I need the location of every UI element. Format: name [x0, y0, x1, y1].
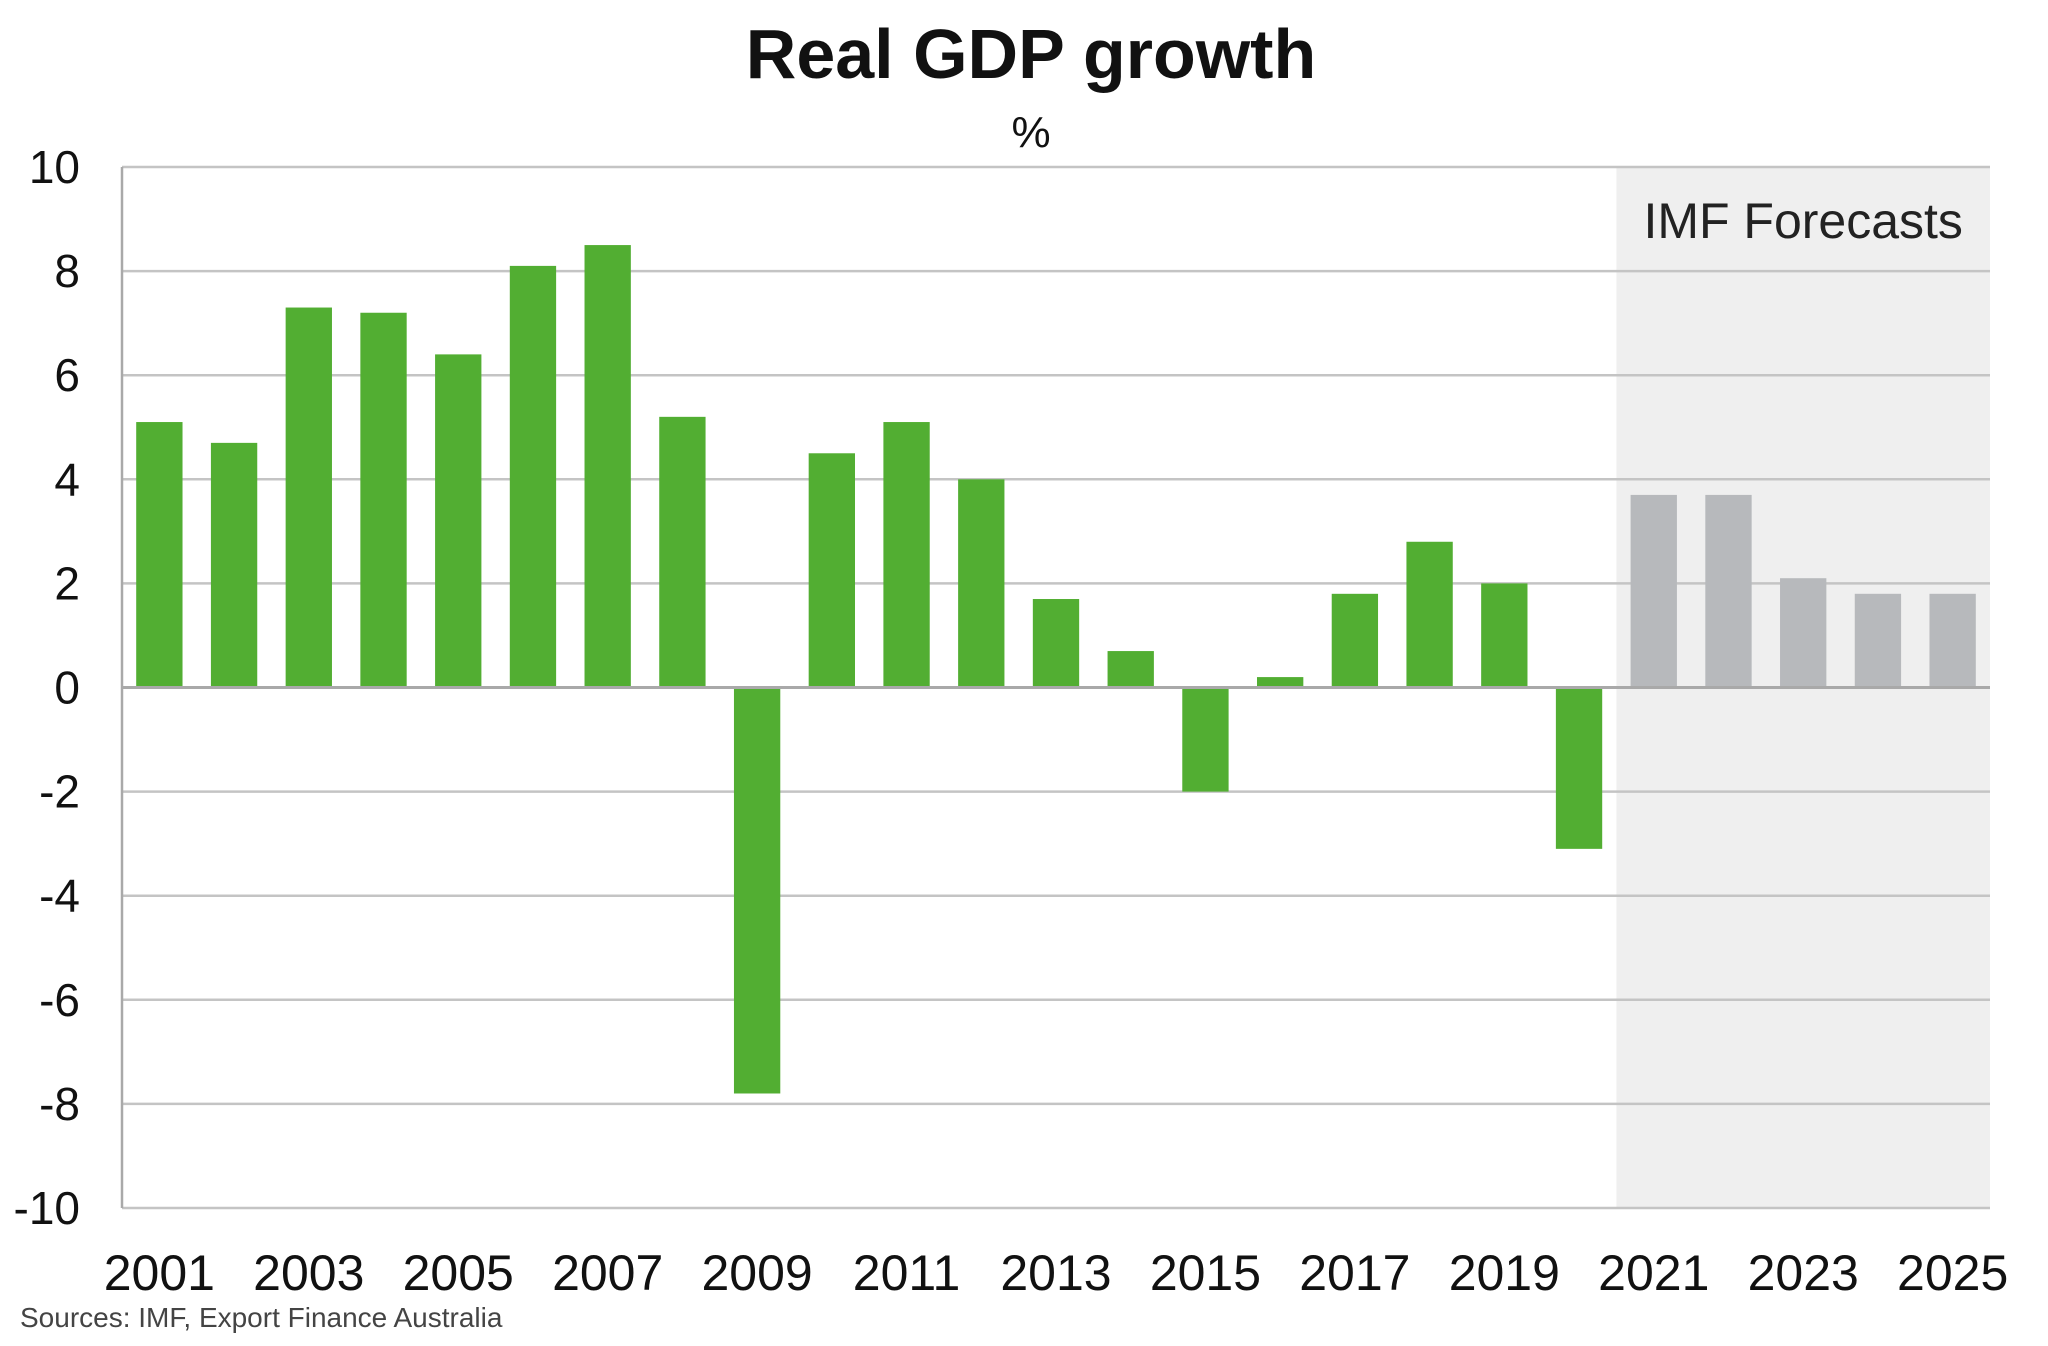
bar-2008 [659, 416, 706, 688]
bar-2022 [1705, 494, 1752, 688]
bars [136, 245, 1976, 1094]
x-tick-label: 2007 [552, 1245, 663, 1301]
bar-2005 [435, 354, 482, 688]
y-tick-label: -10 [14, 1182, 80, 1234]
bar-2023 [1780, 578, 1827, 688]
y-tick-labels: 10 8 6 4 2 0 -2 -4 -6 -8 -10 [14, 141, 80, 1234]
bar-2011 [883, 422, 930, 688]
bar-2002 [210, 442, 258, 688]
y-tick-label: -2 [39, 766, 80, 818]
bar-2024 [1854, 593, 1902, 688]
x-tick-label: 2009 [702, 1245, 813, 1301]
y-tick-label: 6 [54, 349, 80, 401]
x-tick-label: 2017 [1299, 1245, 1410, 1301]
x-tick-label: 2019 [1449, 1245, 1560, 1301]
y-tick-label: -4 [39, 870, 80, 922]
bar-2014 [1107, 651, 1154, 688]
x-tick-label: 2011 [853, 1245, 961, 1301]
chart-title: Real GDP growth [745, 15, 1317, 93]
bar-2010 [808, 453, 856, 688]
axes [120, 167, 1990, 1208]
bar-2019 [1481, 583, 1528, 688]
forecast-annotation: IMF Forecasts [1643, 193, 1962, 249]
x-tick-labels: 2001 2003 2005 2007 2009 2011 2013 2015 2017 2019… [104, 1245, 2009, 1301]
x-tick-label: 2013 [1000, 1245, 1111, 1301]
x-tick-label: 2015 [1150, 1245, 1261, 1301]
y-tick-label: 2 [54, 557, 80, 609]
bar-2003 [285, 307, 332, 688]
bar-2015 [1182, 687, 1229, 792]
y-tick-label: 8 [54, 245, 80, 297]
bar-2007 [584, 245, 631, 688]
x-tick-label: 2001 [104, 1245, 215, 1301]
bar-2018 [1406, 541, 1453, 688]
chart-subtitle: % [1011, 108, 1051, 157]
bar-2004 [360, 312, 407, 688]
y-tick-label: 0 [54, 662, 80, 714]
bar-2025 [1929, 593, 1976, 688]
bar-2012 [958, 479, 1005, 688]
x-tick-label: 2025 [1897, 1245, 2008, 1301]
bar-2006 [509, 265, 557, 688]
bar-2017 [1331, 593, 1379, 688]
bar-2020 [1555, 687, 1603, 849]
bar-2001 [136, 422, 183, 688]
bar-2009 [733, 687, 781, 1094]
bar-2013 [1032, 599, 1080, 688]
x-tick-label: 2005 [403, 1245, 514, 1301]
y-tick-label: 4 [54, 453, 80, 505]
bar-2016 [1256, 677, 1304, 688]
source-note: Sources: IMF, Export Finance Australia [20, 1302, 503, 1333]
y-tick-label: -6 [39, 974, 80, 1026]
grid-lines [122, 165, 1990, 1210]
y-tick-label: 10 [29, 141, 80, 193]
bar-2021 [1630, 494, 1677, 688]
x-tick-label: 2021 [1598, 1245, 1709, 1301]
x-tick-label: 2003 [253, 1245, 364, 1301]
x-tick-label: 2023 [1748, 1245, 1859, 1301]
y-tick-label: -8 [39, 1078, 80, 1130]
